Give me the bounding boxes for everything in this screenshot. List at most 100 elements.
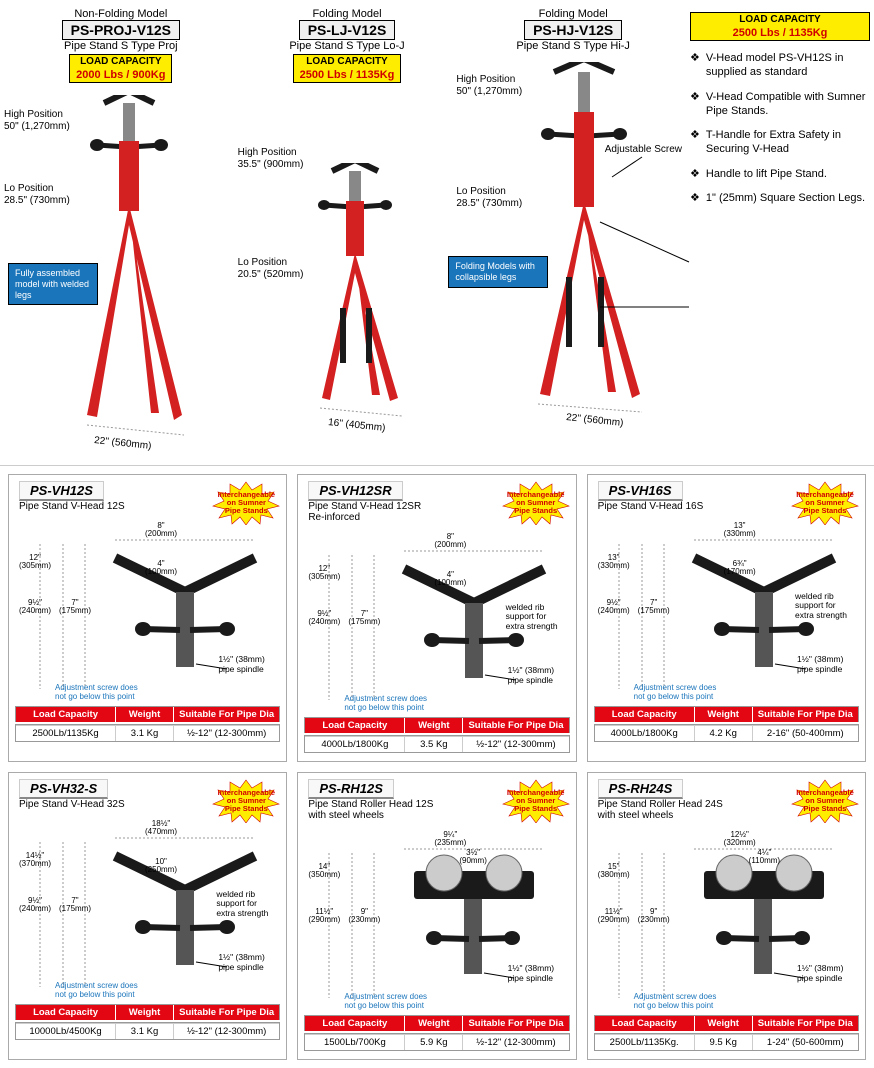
adj-note: Adjustment screw does not go below this … (634, 684, 724, 702)
head-illustration (304, 823, 569, 1013)
dim: 14"(350mm) (308, 863, 340, 879)
pipe-stand-icon (79, 95, 239, 445)
lo-pos: Lo Position20.5" (520mm) (238, 257, 304, 281)
spindle-note: 1½" (38mm)pipe spindle (797, 655, 853, 674)
model-type: Folding Model (456, 8, 690, 20)
spec-val: 3.5 Kg (405, 736, 463, 752)
adj-note: Adjustment screw does not go below this … (344, 695, 434, 713)
head-illustration (15, 514, 280, 704)
spec-head: Suitable For Pipe Dia (753, 1016, 858, 1031)
adj-note: Adjustment screw does not go below this … (344, 993, 434, 1011)
spec-head: Weight (695, 707, 753, 722)
spindle-note: 1½" (38mm)pipe spindle (218, 655, 274, 674)
spec-val: ½-12" (12-300mm) (174, 1023, 279, 1039)
load-capacity-badge: LOAD CAPACITY 2500 Lbs / 1135Kg (293, 54, 402, 83)
stand-illustration: High Position35.5" (900mm) Lo Position20… (238, 83, 457, 453)
dim: 13"(330mm) (724, 522, 756, 538)
spec-head: Suitable For Pipe Dia (174, 1005, 279, 1020)
dim: 13"(330mm) (598, 554, 630, 570)
high-pos: High Position35.5" (900mm) (238, 147, 304, 171)
spec-head: Load Capacity (595, 1016, 695, 1031)
spec-head: Load Capacity (305, 1016, 405, 1031)
spec-val: 5.9 Kg (405, 1034, 463, 1050)
spec-table: Load Capacity Weight Suitable For Pipe D… (15, 706, 280, 742)
dim: 9"(230mm) (348, 908, 380, 924)
load-cap-val: 2000 Lbs / 900Kg (70, 68, 171, 82)
adj-note: Adjustment screw does not go below this … (634, 993, 724, 1011)
spec-head: Weight (116, 1005, 174, 1020)
card-body: 14"(350mm) 11½"(290mm) 9"(230mm) 9¼"(235… (304, 823, 569, 1013)
model-type: Folding Model (238, 8, 457, 20)
model-code: PS-PROJ-V12S (62, 20, 180, 40)
spec-table: Load Capacity Weight Suitable For Pipe D… (594, 1015, 859, 1051)
spec-val: 4.2 Kg (695, 725, 753, 741)
load-capacity-badge: LOAD CAPACITY 2500 Lbs / 1135Kg (690, 12, 870, 41)
dim: 18½"(470mm) (145, 820, 177, 836)
model-code: PS-LJ-V12S (299, 20, 396, 40)
spec-val: ½-12" (12-300mm) (463, 736, 568, 752)
spec-val: 3.1 Kg (116, 725, 174, 741)
stand-illustration: High Position50" (1,270mm) Lo Position28… (456, 56, 690, 426)
adj-note: Adjustment screw does not go below this … (55, 684, 145, 702)
spindle-note: 1½" (38mm)pipe spindle (218, 953, 274, 972)
dim: 4¼"(110mm) (749, 849, 780, 865)
dim: 4"(100mm) (145, 560, 177, 576)
spec-val: ½-12" (12-300mm) (174, 725, 279, 741)
lo-pos: Lo Position28.5" (730mm) (456, 186, 522, 210)
spec-val: 1-24" (50-600mm) (753, 1034, 858, 1050)
burst-text: Interchangeableon SumnerPipe Stands (218, 491, 276, 516)
cards-grid: PS-VH12S Pipe Stand V-Head 12S Interchan… (0, 466, 874, 1068)
product-card: PS-VH12SR Pipe Stand V-Head 12SRRe-infor… (297, 474, 576, 762)
load-cap-val: 2500 Lbs / 1135Kg (691, 26, 869, 40)
dim: 9"(230mm) (638, 908, 670, 924)
dim: 9½"(240mm) (19, 599, 51, 615)
dim: 7"(175mm) (638, 599, 670, 615)
spec-table: Load Capacity Weight Suitable For Pipe D… (304, 1015, 569, 1051)
card-body: 12"(305mm) 9½"(240mm) 7"(175mm) 8"(200mm… (15, 514, 280, 704)
product-card: PS-VH16S Pipe Stand V-Head 16S Interchan… (587, 474, 866, 762)
burst-text: Interchangeableon SumnerPipe Stands (507, 491, 565, 516)
spec-head: Suitable For Pipe Dia (753, 707, 858, 722)
feature-list: V-Head model PS-VH12S in supplied as sta… (690, 51, 870, 205)
spec-val: 4000Lb/1800Kg (595, 725, 695, 741)
spec-head: Weight (116, 707, 174, 722)
spec-head: Suitable For Pipe Dia (463, 1016, 568, 1031)
card-code: PS-VH12S (19, 481, 104, 501)
spec-head: Weight (695, 1016, 753, 1031)
interchangeable-burst: Interchangeableon SumnerPipe Stands (791, 779, 859, 823)
load-capacity-badge: LOAD CAPACITY 2000 Lbs / 900Kg (69, 54, 172, 83)
dim: 15"(380mm) (598, 863, 630, 879)
spindle-note: 1½" (38mm)pipe spindle (508, 666, 564, 685)
spec-head: Load Capacity (16, 707, 116, 722)
spec-table: Load Capacity Weight Suitable For Pipe D… (15, 1004, 280, 1040)
dim: 7"(175mm) (59, 599, 91, 615)
rib-note: welded ribsupport forextra strength (216, 890, 274, 918)
dim: 11½"(290mm) (598, 908, 630, 924)
model-sub: Pipe Stand S Type Lo-J (238, 40, 457, 52)
pipe-stand-icon (534, 62, 694, 422)
features-col: LOAD CAPACITY 2500 Lbs / 1135Kg V-Head m… (690, 8, 870, 453)
stand-1: Non-Folding Model PS-PROJ-V12S Pipe Stan… (4, 8, 238, 453)
spec-val: 10000Lb/4500Kg (16, 1023, 116, 1039)
spec-head: Weight (405, 718, 463, 733)
spec-val: ½-12" (12-300mm) (463, 1034, 568, 1050)
dim: 9½"(240mm) (308, 610, 340, 626)
spec-head: Load Capacity (16, 1005, 116, 1020)
product-card: PS-VH32-S Pipe Stand V-Head 32S Intercha… (8, 772, 287, 1060)
spec-val: 3.1 Kg (116, 1023, 174, 1039)
stand-illustration: High Position50" (1,270mm) Lo Position28… (4, 83, 238, 453)
spindle-note: 1½" (38mm)pipe spindle (797, 964, 853, 983)
card-body: 12"(305mm) 9½"(240mm) 7"(175mm) 8"(200mm… (304, 525, 569, 715)
model-sub: Pipe Stand S Type Proj (4, 40, 238, 52)
card-code: PS-VH32-S (19, 779, 108, 799)
card-code: PS-RH24S (598, 779, 684, 799)
dim: 7"(175mm) (59, 897, 91, 913)
burst-text: Interchangeableon SumnerPipe Stands (796, 491, 854, 516)
feature-item: 1" (25mm) Square Section Legs. (690, 191, 870, 205)
feature-item: Handle to lift Pipe Stand. (690, 167, 870, 181)
spindle-note: 1½" (38mm)pipe spindle (508, 964, 564, 983)
note-box: Folding Models with collapsible legs (448, 256, 548, 288)
interchangeable-burst: Interchangeableon SumnerPipe Stands (502, 481, 570, 525)
load-cap-val: 2500 Lbs / 1135Kg (294, 68, 401, 82)
burst-text: Interchangeableon SumnerPipe Stands (796, 789, 854, 814)
